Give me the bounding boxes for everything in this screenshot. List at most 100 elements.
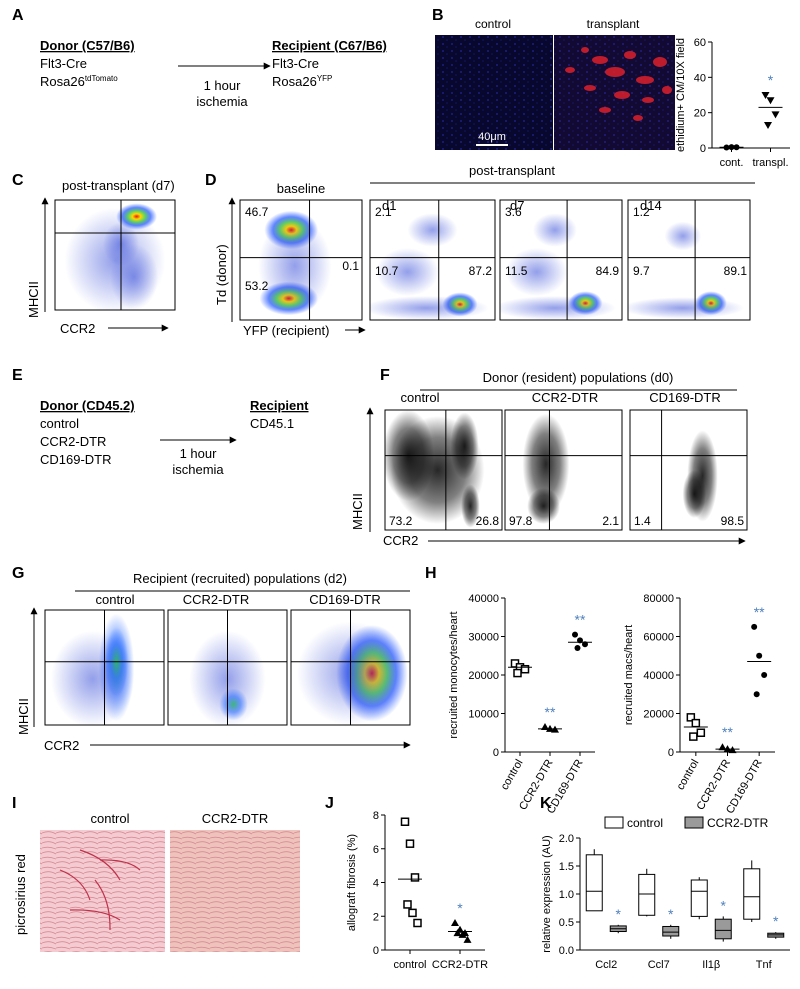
- superscript: tdTomato: [85, 74, 118, 83]
- label: CD169-DTR: [649, 390, 721, 405]
- label: d14: [640, 198, 662, 213]
- data-point: [408, 908, 417, 918]
- y-tick-label: 0: [493, 747, 499, 759]
- plot-frame: [239, 199, 363, 321]
- y-tick-label: 1.0: [559, 889, 574, 901]
- significance: *: [616, 906, 622, 922]
- plot-frame: [384, 409, 503, 531]
- data-point: [463, 935, 472, 943]
- quadrant-value: 1.2: [633, 205, 650, 219]
- data-point: [541, 722, 549, 730]
- density: [682, 470, 707, 518]
- label: control: [95, 592, 134, 607]
- data-point: [572, 631, 578, 638]
- stain-spot: [633, 115, 643, 121]
- label: Recipient: [250, 398, 309, 413]
- y-tick-label: 0: [668, 747, 674, 759]
- density: [532, 213, 577, 247]
- y-tick-label: 2: [373, 911, 379, 923]
- plot-frame: [499, 199, 623, 321]
- panel-letter: C: [12, 172, 24, 189]
- legend-swatch: [684, 816, 704, 829]
- data-point: [453, 929, 462, 937]
- box: [585, 854, 603, 912]
- quadrant-value: 84.9: [596, 264, 620, 278]
- stain-spot: [599, 107, 611, 113]
- label: control: [475, 17, 511, 31]
- x-tick-label: Tnf: [756, 959, 773, 971]
- data-point: [686, 713, 696, 722]
- plot-frame: [629, 409, 748, 531]
- density: [527, 488, 560, 524]
- superscript: YFP: [317, 74, 333, 83]
- y-tick-label: 1.5: [559, 861, 574, 873]
- data-point: [691, 718, 701, 728]
- label: MHCII: [16, 698, 31, 735]
- panel-letter: E: [12, 367, 23, 384]
- stain-spot: [592, 56, 608, 64]
- plot-frame: [627, 199, 751, 321]
- density: [390, 416, 485, 524]
- y-axis-label: allograft fibrosis (%): [346, 834, 358, 931]
- micrograph-texture: [554, 35, 675, 150]
- stain-spot: [624, 51, 636, 59]
- box: [662, 925, 680, 937]
- y-tick-label: 6: [373, 844, 379, 856]
- label: CD45.1: [250, 416, 294, 431]
- stain-spot: [636, 76, 654, 84]
- data-point: [764, 122, 772, 130]
- data-point: [771, 111, 780, 119]
- label: 1 hour: [204, 78, 242, 93]
- x-tick-label: transpl.: [752, 157, 788, 169]
- label: Recipient (C67/B6): [272, 38, 387, 53]
- panel-letter: K: [540, 795, 552, 812]
- density: [522, 413, 570, 515]
- density: [258, 218, 332, 314]
- label: transplant: [587, 17, 640, 31]
- y-tick-label: 8: [373, 810, 379, 822]
- box: [714, 918, 732, 940]
- y-tick-label: 0.0: [559, 945, 574, 957]
- panel-letter: B: [432, 7, 444, 24]
- flow-plot: [370, 200, 495, 320]
- label: Rosa26YFP: [272, 74, 332, 89]
- label: picrosirius red: [13, 854, 28, 935]
- y-tick-label: 80000: [643, 593, 674, 605]
- data-point: [520, 664, 530, 674]
- y-tick-label: 0: [373, 945, 379, 957]
- significance: *: [773, 913, 779, 929]
- data-point: [405, 839, 415, 848]
- quadrant-value: 26.8: [476, 514, 500, 528]
- label: control: [90, 811, 129, 826]
- label: control: [40, 416, 79, 431]
- label: CCR2-DTR: [532, 390, 598, 405]
- quadrant-value: 11.5: [505, 264, 528, 278]
- significance: **: [575, 612, 586, 628]
- data-point: [403, 900, 412, 909]
- quadrant-value: 9.7: [633, 264, 650, 278]
- quadrant-value: 0.1: [342, 259, 359, 273]
- panel-letter: J: [325, 795, 334, 812]
- y-tick-label: 60000: [643, 632, 674, 644]
- flow-plot: [628, 200, 750, 320]
- quadrant-value: 46.7: [245, 205, 269, 219]
- flow-plot: [630, 410, 747, 530]
- quadrant-value: 97.8: [509, 514, 533, 528]
- x-tick-label: cont.: [720, 157, 744, 169]
- quadrant-value: 89.1: [724, 264, 748, 278]
- panel-letter: H: [425, 565, 437, 582]
- plot-frame: [54, 199, 176, 311]
- label: Donor (resident) populations (d0): [483, 370, 674, 385]
- y-tick-label: 30000: [468, 632, 499, 644]
- label: post-transplant (d7): [62, 178, 175, 193]
- micrograph-texture: [435, 35, 553, 150]
- fiber-stain: [69, 909, 121, 921]
- fiber-stain: [79, 849, 121, 881]
- quadrant-value: 1.4: [634, 514, 651, 528]
- label: YFP (recipient): [243, 323, 329, 338]
- label: MHCII: [26, 281, 41, 318]
- label: ischemia: [172, 462, 224, 477]
- quadrant-value: 53.2: [245, 279, 269, 293]
- density: [407, 213, 458, 247]
- density: [376, 248, 439, 296]
